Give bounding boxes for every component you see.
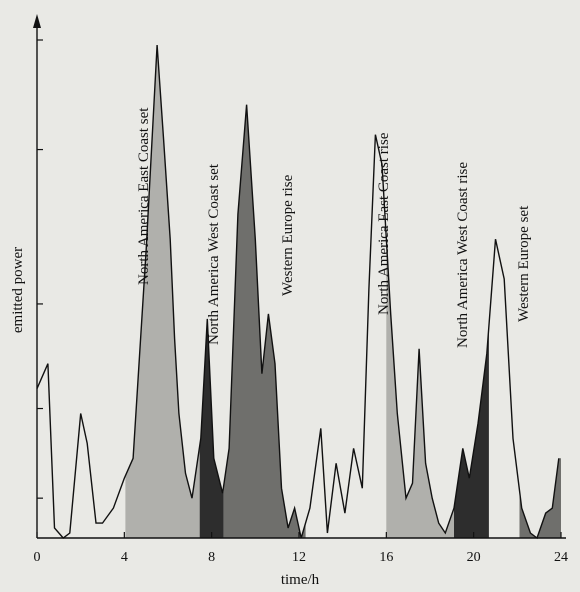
y-axis-label: emitted power	[10, 247, 26, 333]
shade-na-west-coast-rise	[454, 325, 489, 538]
annotation-western-europe-set: Western Europe set	[516, 205, 532, 322]
annotations: North America East Coast set North Ameri…	[136, 107, 532, 348]
x-tick-label: 0	[34, 550, 41, 565]
x-axis-label: time/h	[281, 572, 320, 588]
annotation-na-east-coast-rise: North America East Coast rise	[376, 132, 392, 315]
x-tick-label: 24	[554, 550, 568, 565]
x-tick-label: 12	[292, 550, 306, 565]
shade-na-east-coast-rise	[386, 239, 454, 538]
x-tick-label: 20	[467, 550, 481, 565]
shaded-regions	[125, 45, 561, 538]
emitted-power-line	[36, 44, 560, 540]
x-tick-label: 16	[379, 550, 393, 565]
shade-na-west-coast-set	[199, 318, 224, 538]
annotation-na-east-coast-set: North America East Coast set	[136, 107, 152, 285]
y-axis-arrow-icon	[33, 14, 41, 28]
y-ticks	[37, 39, 43, 499]
shade-western-europe-rise	[223, 104, 306, 538]
x-tick-label: 8	[208, 550, 215, 565]
x-ticks: 0 4 8 12 16 20 24	[34, 532, 568, 565]
x-tick-label: 4	[121, 550, 128, 565]
annotation-western-europe-rise: Western Europe rise	[280, 174, 296, 296]
shade-western-europe-set	[519, 458, 561, 538]
annotation-na-west-coast-rise: North America West Coast rise	[455, 162, 471, 348]
shade-na-east-coast-set	[125, 45, 200, 538]
annotation-na-west-coast-set: North America West Coast set	[206, 163, 222, 345]
